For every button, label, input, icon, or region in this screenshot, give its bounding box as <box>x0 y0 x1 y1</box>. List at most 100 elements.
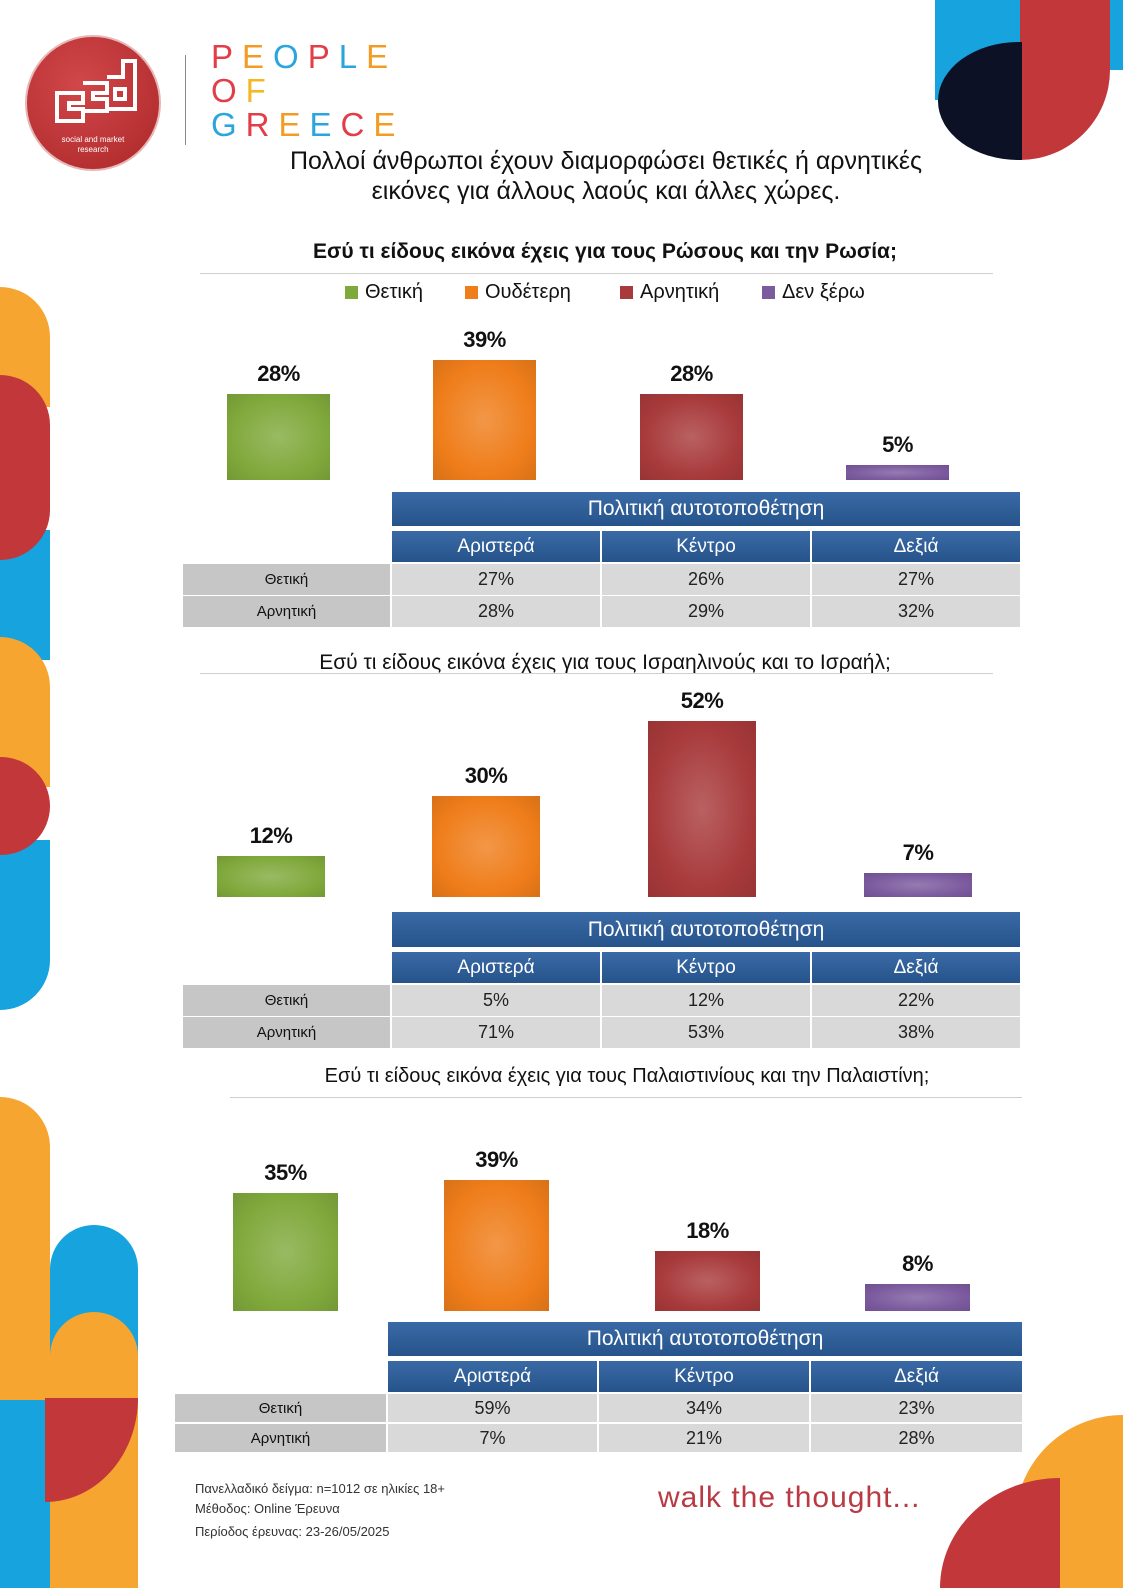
table-cell: 26% <box>602 563 810 595</box>
value-label-positive: 12% <box>249 823 293 848</box>
value-label-dont-know: 5% <box>882 432 913 457</box>
table-cell: 22% <box>812 984 1020 1016</box>
bar-negative <box>648 721 756 897</box>
value-label-dont-know: 7% <box>902 840 934 865</box>
table-column-header: Κέντρο <box>602 952 810 983</box>
heading-line: Πολλοί άνθρωποι έχουν διαμορφώσει θετικέ… <box>289 147 923 175</box>
wordmark-letter: P <box>211 38 243 75</box>
title-underline <box>230 1097 1022 1098</box>
wordmark-row: OF <box>211 74 404 108</box>
legend-label: Δεν ξέρω <box>782 280 865 303</box>
table-cell: 21% <box>599 1423 809 1452</box>
table-row-label: Αρνητική <box>175 1423 386 1452</box>
bar-positive <box>217 856 325 897</box>
wordmark-letter: O <box>273 38 308 75</box>
logo-glyph-icon <box>55 59 137 123</box>
value-label-neutral: 39% <box>463 327 506 352</box>
value-label-dont-know: 8% <box>902 1251 933 1276</box>
footer-note-period: Περίοδος έρευνας: 23-26/05/2025 <box>195 1524 390 1539</box>
value-label-neutral: 30% <box>464 763 508 788</box>
table-cell: 53% <box>602 1016 810 1048</box>
wordmark-letter: E <box>278 106 310 143</box>
decor-left-red <box>0 375 50 560</box>
legend-item-positive: Θετική <box>345 281 423 303</box>
table-cell: 7% <box>388 1423 597 1452</box>
bar-neutral <box>444 1180 549 1311</box>
value-label-negative: 28% <box>670 361 713 386</box>
table-cell: 32% <box>812 595 1020 627</box>
value-label-negative: 18% <box>686 1218 729 1243</box>
legend-swatch <box>620 285 633 299</box>
table-cell: 5% <box>392 984 600 1016</box>
wordmark-letter: R <box>245 106 279 143</box>
value-label-positive: 35% <box>264 1160 307 1185</box>
decor-bottom-left-blue <box>0 1400 50 1588</box>
heading-line: εικόνες για άλλους λαούς και άλλες χώρες… <box>371 177 841 205</box>
table-row-label: Αρνητική <box>183 595 390 627</box>
table-cell: 38% <box>812 1016 1020 1048</box>
table-cell: 28% <box>392 595 600 627</box>
wordmark-letter: E <box>242 38 274 75</box>
table-column-header: Δεξιά <box>812 531 1020 562</box>
title-underline <box>200 273 993 274</box>
logo-tagline: research <box>77 145 109 154</box>
bar-dont-know <box>846 465 949 480</box>
decor-bottom-right-red <box>940 1478 1060 1588</box>
bar-negative <box>640 394 743 480</box>
logo-tagline: social and market <box>61 135 125 144</box>
decor-top-right-red <box>1020 0 1110 160</box>
table-title: Πολιτική αυτοτοποθέτηση <box>392 912 1020 947</box>
decor-bottom-left-orange <box>0 1097 50 1417</box>
table-column-header: Αριστερά <box>392 952 600 983</box>
table-row-label: Θετική <box>183 563 390 595</box>
bar-dont-know <box>864 873 972 897</box>
table-cell: 28% <box>811 1423 1022 1452</box>
wordmark-row: GREECE <box>211 108 404 142</box>
bar-dont-know <box>865 1284 970 1311</box>
page-heading: Πολλοί άνθρωποι έχουν διαμορφώσει θετικέ… <box>180 146 1032 206</box>
value-label-positive: 28% <box>257 361 300 386</box>
bar-neutral <box>432 796 540 897</box>
legend-item-neutral: Ουδέτερη <box>465 281 571 303</box>
wordmark-letter: P <box>307 38 339 75</box>
table-cell: 59% <box>388 1393 597 1422</box>
legend-swatch <box>345 285 358 299</box>
wordmark-row: PEOPLE <box>211 40 404 74</box>
wordmark-letter: E <box>366 38 398 75</box>
wordmark-letter: L <box>338 38 367 75</box>
wordmark-letter: O <box>211 72 246 109</box>
table-cell: 23% <box>811 1393 1022 1422</box>
people-of-greece-wordmark: PEOPLE OF GREECE <box>211 40 404 142</box>
table-column-header: Κέντρο <box>602 531 810 562</box>
footer-note-method: Μέθοδος: Online Έρευνα <box>195 1501 340 1516</box>
company-logo: social and market research <box>25 35 161 171</box>
table-cell: 27% <box>812 563 1020 595</box>
table-column-header: Κέντρο <box>599 1361 809 1392</box>
table-cell: 27% <box>392 563 600 595</box>
table-title: Πολιτική αυτοτοποθέτηση <box>388 1322 1022 1356</box>
legend-item-negative: Αρνητική <box>620 281 719 303</box>
table-row-label: Αρνητική <box>183 1016 390 1048</box>
value-label-negative: 52% <box>680 688 724 713</box>
chart-title-palestine: Εσύ τι είδους εικόνα έχεις για τους Παλα… <box>324 1065 930 1087</box>
decor-left-blue <box>0 840 50 1010</box>
table-title: Πολιτική αυτοτοποθέτηση <box>392 492 1020 526</box>
table-cell: 34% <box>599 1393 809 1422</box>
legend-swatch <box>465 285 478 299</box>
legend-item-dont-know: Δεν ξέρω <box>762 281 865 303</box>
chart-title-israel: Εσύ τι είδους εικόνα έχεις για τους Ισρα… <box>319 651 891 674</box>
wordmark-letter: E <box>309 106 341 143</box>
legend-label: Θετική <box>365 280 423 303</box>
wordmark-letter: C <box>340 106 374 143</box>
legend-label: Αρνητική <box>640 280 720 303</box>
value-label-neutral: 39% <box>475 1147 518 1172</box>
bar-negative <box>655 1251 760 1311</box>
table-cell: 71% <box>392 1016 600 1048</box>
bar-positive <box>233 1193 338 1311</box>
chart-title-russia: Εσύ τι είδους εικόνα έχεις για τους Ρώσο… <box>313 240 897 263</box>
legend-label: Ουδέτερη <box>485 280 571 303</box>
wordmark-letter: G <box>211 106 246 143</box>
footer-note-sample: Πανελλαδικό δείγμα: n=1012 σε ηλικίες 18… <box>195 1481 445 1496</box>
legend-swatch <box>762 285 775 299</box>
table-column-header: Δεξιά <box>812 952 1020 983</box>
